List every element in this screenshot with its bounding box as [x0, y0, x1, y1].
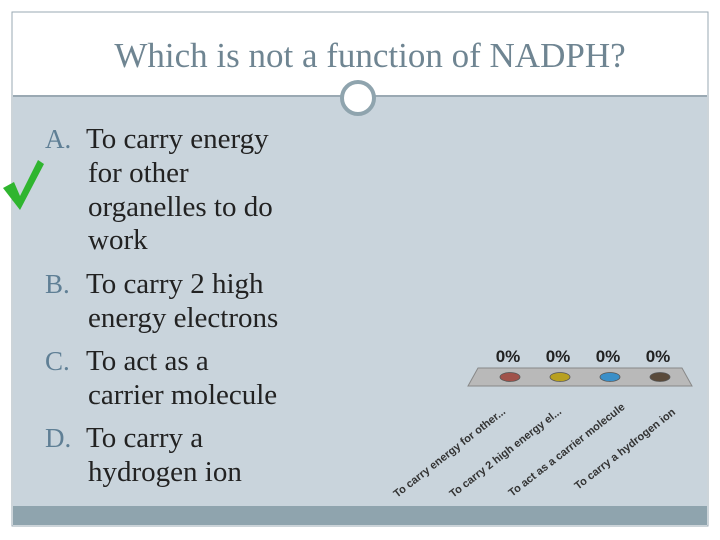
option-text: To carry 2 high [86, 268, 264, 300]
option-text: To act as a [86, 345, 209, 377]
option-text: carrier molecule [88, 379, 277, 411]
bar-top [499, 372, 521, 382]
option-text: energy electrons [88, 302, 278, 334]
option-text: work [88, 224, 148, 256]
option-letter: D. [45, 423, 71, 453]
option-text: hydrogen ion [88, 456, 242, 488]
option-letter: C. [45, 346, 70, 376]
slide-title: Which is not a function of NADPH? [114, 36, 625, 75]
value-label: 0% [646, 347, 671, 366]
option-letter: A. [45, 124, 71, 154]
option-text: organelles to do [88, 191, 273, 223]
checkmark [3, 160, 44, 210]
option-text: To carry a [86, 422, 203, 454]
value-label: 0% [496, 347, 521, 366]
option-letter: B. [45, 269, 70, 299]
content-area [13, 96, 707, 506]
chart-floor [467, 367, 693, 387]
option-text: for other [88, 157, 189, 189]
bar-top [649, 372, 671, 382]
value-label: 0% [546, 347, 571, 366]
footer-strip [13, 506, 707, 525]
bar-top [599, 372, 621, 382]
bar-top [549, 372, 571, 382]
option-text: To carry energy [86, 123, 269, 155]
divider-circle [340, 80, 376, 116]
value-label: 0% [596, 347, 621, 366]
